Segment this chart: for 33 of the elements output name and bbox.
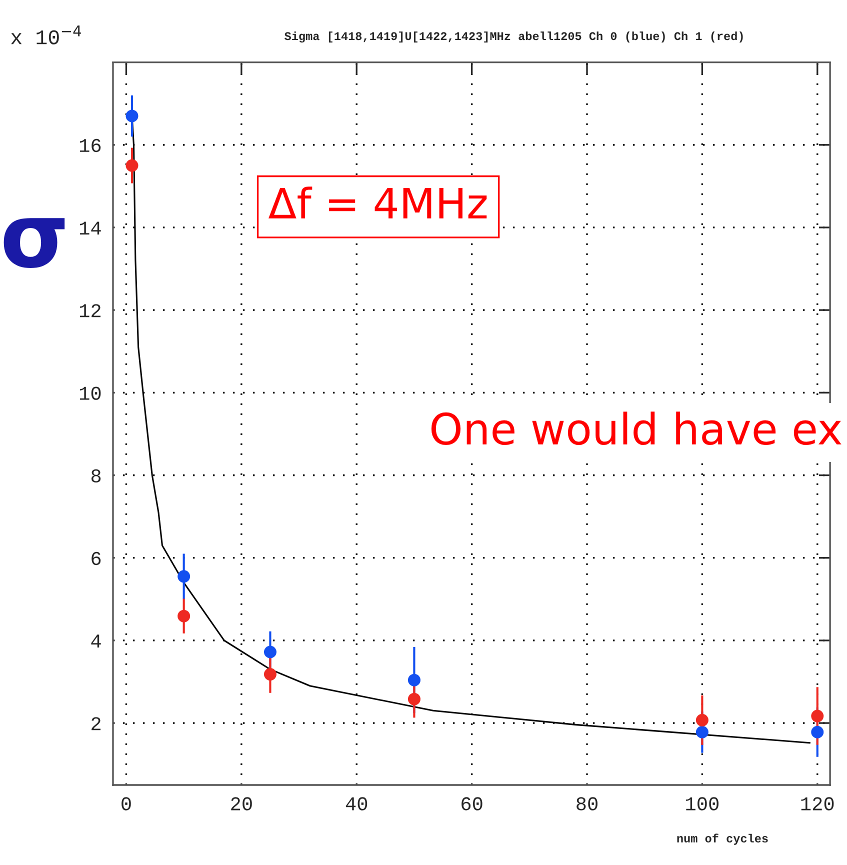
x-tick-label: 120 <box>801 797 834 810</box>
point <box>178 610 190 622</box>
x-tick-label: 80 <box>576 797 598 810</box>
x-tick-label: 100 <box>686 797 718 810</box>
y-tick-label: 4 <box>91 634 101 648</box>
y-tick-label: 2 <box>92 717 100 730</box>
y-tick-label: 16 <box>80 138 101 152</box>
point <box>696 726 708 738</box>
x-tick-label: 0 <box>122 797 131 810</box>
y-tick-label: 8 <box>91 469 101 482</box>
point <box>811 710 824 722</box>
x-axis-title: num of cycles <box>677 834 768 845</box>
point <box>126 110 138 122</box>
y-tick-label: 10 <box>80 386 101 400</box>
y-tick-label: 6 <box>92 552 101 566</box>
point <box>408 674 420 686</box>
point <box>264 646 276 658</box>
point <box>811 726 824 738</box>
point <box>264 668 276 681</box>
text: x 10$^{−4}$ <box>11 26 82 44</box>
x-tick-label: 40 <box>346 797 368 810</box>
point <box>696 714 708 726</box>
point <box>178 570 190 583</box>
annotation: One would have ex <box>431 412 842 445</box>
text: σ <box>4 218 65 268</box>
y-tick-label: 14 <box>80 222 101 235</box>
x-tick-label: 20 <box>231 797 252 810</box>
annotation: Δf = 4MHz <box>268 186 487 218</box>
y-tick-label: 12 <box>80 304 100 318</box>
point <box>126 159 138 172</box>
chart-title: Sigma [1418,1419]U[1422,1423]MHz abell1205 Ch 0 (blue) Ch 1 (red) <box>284 32 743 43</box>
point <box>408 692 420 706</box>
x-tick-label: 60 <box>462 797 482 810</box>
